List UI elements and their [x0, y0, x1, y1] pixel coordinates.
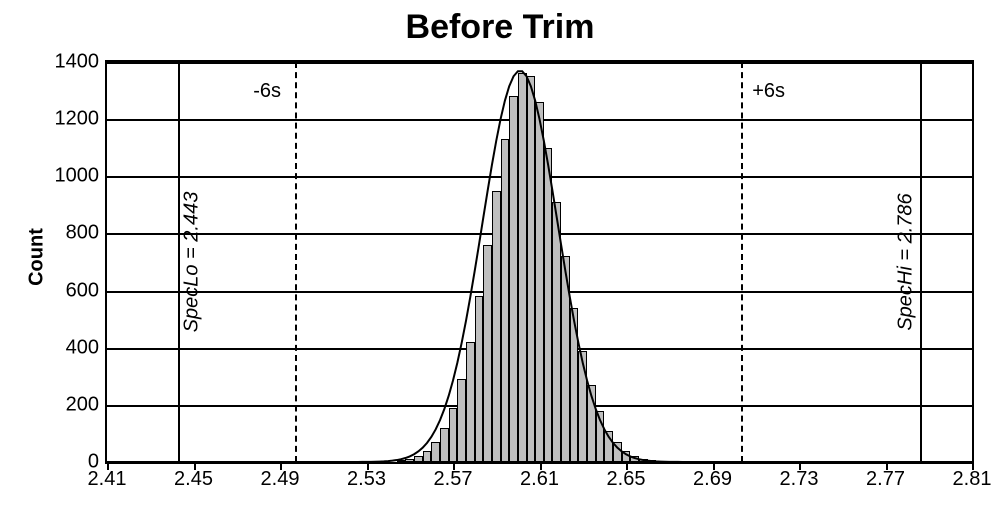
- y-tick-label: 600: [66, 279, 107, 302]
- histogram-bar: [431, 442, 440, 462]
- histogram-bar: [587, 385, 596, 462]
- y-tick-label: 1200: [55, 108, 108, 131]
- x-tick-label: 2.65: [607, 462, 646, 491]
- spec-hi-line: [920, 62, 922, 462]
- y-axis-label: Count: [25, 228, 48, 286]
- y-tick-label: 400: [66, 336, 107, 359]
- x-tick-label: 2.53: [347, 462, 386, 491]
- x-tick-label: 2.69: [693, 462, 732, 491]
- histogram-bar: [449, 408, 458, 462]
- histogram-bar: [648, 460, 657, 462]
- x-tick-label: 2.61: [520, 462, 559, 491]
- histogram-bar: [544, 148, 553, 462]
- histogram-bar: [535, 102, 544, 462]
- minus-6s-label: -6s: [253, 80, 281, 103]
- y-tick-label: 1000: [55, 165, 108, 188]
- plot-area: SpecLo = 2.443SpecHi = 2.786-6s+6s020040…: [105, 60, 974, 464]
- histogram-bar: [613, 442, 622, 462]
- spec-lo-label: SpecLo = 2.443: [181, 192, 204, 333]
- chart-title: Before Trim: [0, 8, 1000, 47]
- x-tick-label: 2.73: [780, 462, 819, 491]
- plus-6s-label: +6s: [752, 80, 785, 103]
- histogram-bar: [570, 308, 579, 462]
- histogram-bar: [483, 245, 492, 462]
- histogram-bar: [405, 459, 414, 462]
- histogram-bar: [423, 451, 432, 462]
- x-tick-label: 2.45: [174, 462, 213, 491]
- histogram-bar: [527, 76, 536, 462]
- plus-6s-line: [741, 62, 743, 462]
- y-tick-label: 800: [66, 222, 107, 245]
- y-tick-label: 200: [66, 393, 107, 416]
- histogram-bar: [440, 428, 449, 462]
- spec-hi-label: SpecHi = 2.786: [895, 193, 918, 330]
- histogram-bar: [552, 202, 561, 462]
- histogram-bar: [501, 139, 510, 462]
- histogram-bar: [492, 191, 501, 462]
- x-tick-label: 2.57: [434, 462, 473, 491]
- gridline: [107, 62, 972, 64]
- x-tick-label: 2.81: [953, 462, 992, 491]
- histogram-bar: [475, 296, 484, 462]
- histogram-bar: [561, 256, 570, 462]
- histogram-bar: [578, 351, 587, 462]
- x-tick-label: 2.49: [261, 462, 300, 491]
- histogram-bar: [518, 73, 527, 462]
- histogram-bar: [414, 456, 423, 462]
- histogram-bar: [509, 96, 518, 462]
- histogram-bar: [457, 379, 466, 462]
- y-tick-label: 1400: [55, 51, 108, 74]
- chart-container: Before Trim Count SpecLo = 2.443 SpecHi =…: [0, 0, 1000, 513]
- histogram-bar: [397, 460, 406, 462]
- x-tick-label: 2.77: [866, 462, 905, 491]
- histogram-bar: [622, 451, 631, 462]
- minus-6s-line: [295, 62, 297, 462]
- histogram-bar: [466, 342, 475, 462]
- histogram-bar: [604, 431, 613, 462]
- x-tick-label: 2.41: [88, 462, 127, 491]
- histogram-bar: [596, 411, 605, 462]
